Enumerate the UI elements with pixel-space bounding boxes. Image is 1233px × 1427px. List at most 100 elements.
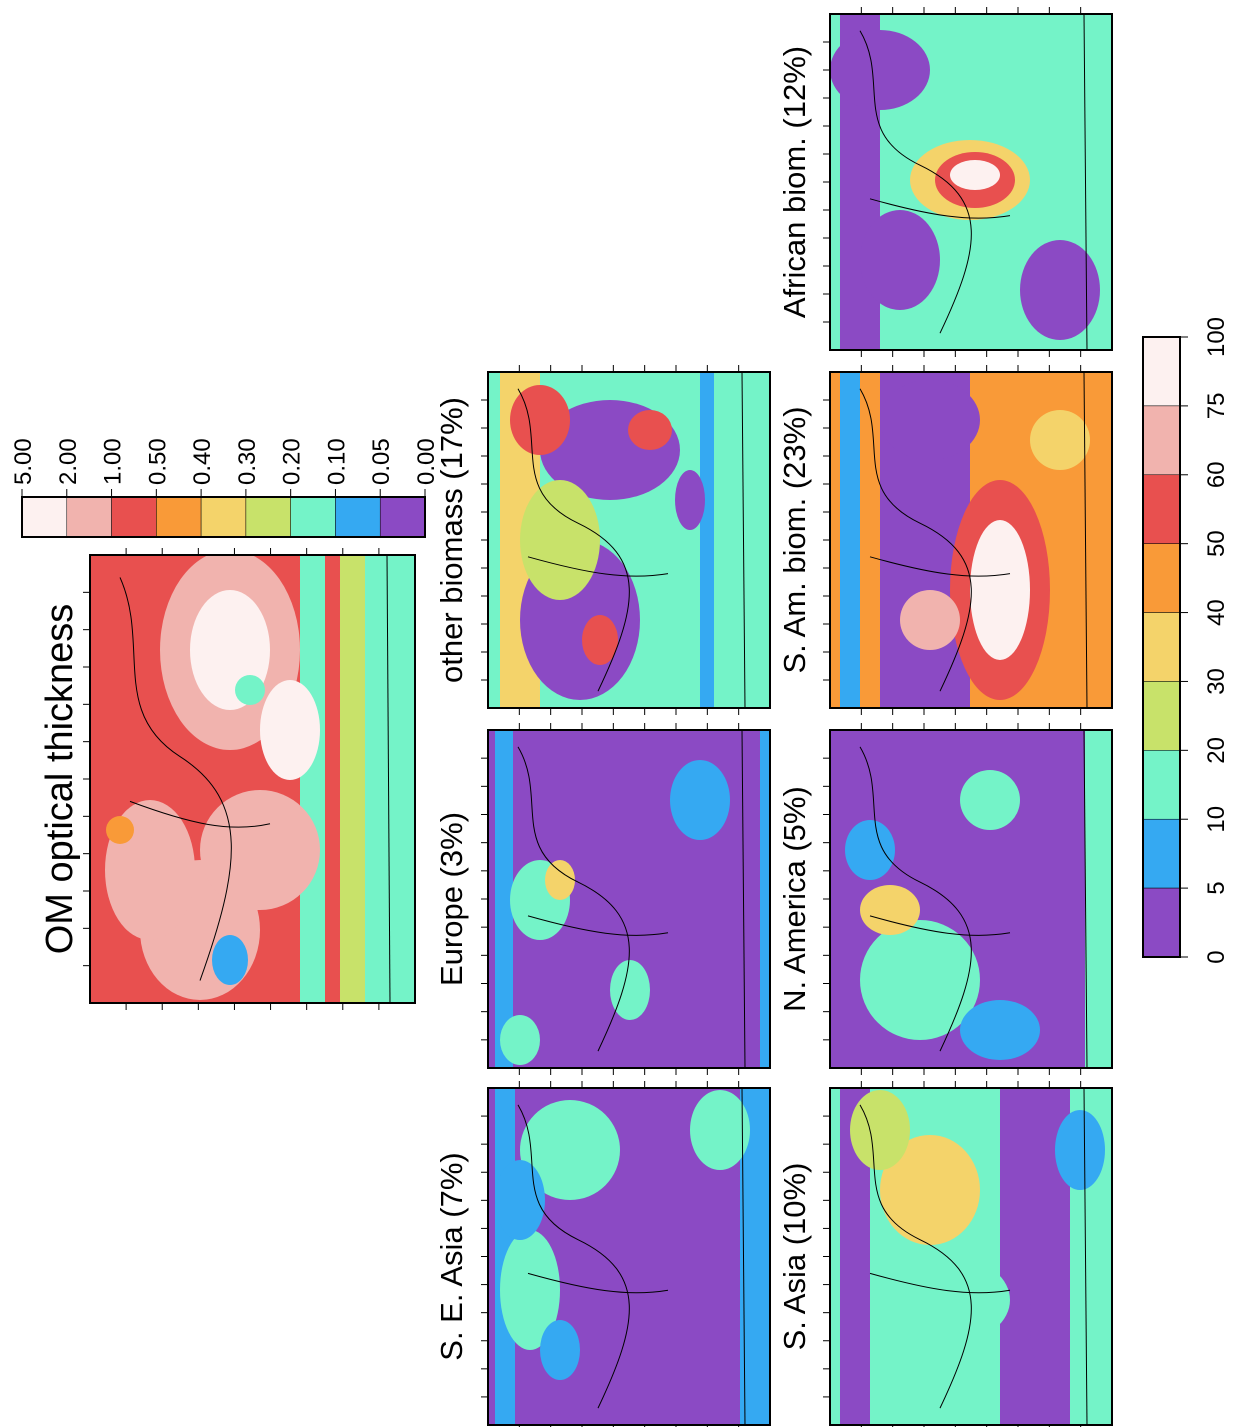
coastline [1083,372,1088,708]
panel-title: S. Asia (10%) [777,1163,812,1351]
panel-title: African biom. (12%) [777,46,812,318]
field-blob [860,920,980,1040]
field-blob [850,1090,910,1170]
map-panel: African biom. (12%) [777,7,1113,357]
colorbar-label: 5.00 [10,438,37,485]
map-field [488,372,770,708]
colorbar-label: 0.40 [189,438,216,485]
field-blob [500,1015,540,1065]
lat-band [1085,730,1112,1068]
coastline [741,1088,746,1425]
field-blob [1030,410,1090,470]
panel-title: N. America (5%) [777,786,812,1012]
panel-title: OM optical thickness [39,604,81,955]
field-blob [200,790,320,910]
coastline [517,746,630,1052]
coastline [869,1272,1011,1294]
colorbar-swatch [1142,474,1181,544]
colorbar-swatch [1142,405,1181,476]
coastline [119,577,232,981]
field-blob [970,520,1030,660]
colorbar: 5.00 2.00 1.00 0.50 0.40 0.30 0.20 0.10 0.05 0.00 [10,438,440,538]
lat-band [495,730,513,1068]
colorbar-swatch [1142,887,1181,958]
colorbar-label: 5 [1203,881,1230,894]
field-blob [106,816,134,844]
colorbar-label: 2.00 [55,438,82,485]
map-panel: N. America (5%) [777,723,1113,1075]
panel-title: Europe (3%) [434,812,469,986]
coastline [1083,1088,1088,1425]
colorbar-frame [1142,336,1181,958]
coastline [1083,14,1088,350]
field-blob [900,590,960,650]
field-blob [510,385,570,455]
colorbar-swatch [290,496,336,538]
map-panel: S. Am. biom. (23%) [777,365,1113,715]
coastline [859,388,972,692]
coastline [741,730,746,1068]
coastline [1083,730,1088,1068]
colorbar-label: 0 [1203,950,1230,963]
field-blob [520,1100,620,1200]
colorbar-label: 0.20 [279,438,306,485]
field-blob [960,1000,1040,1060]
coastline [527,556,669,577]
lat-band [760,730,770,1068]
field-blob [960,770,1020,830]
field-blob [860,885,920,935]
colorbar-label: 40 [1203,599,1230,626]
colorbar-label: 20 [1203,737,1230,764]
map-panel: other biomass (17%) [434,365,771,715]
colorbar-swatch [21,496,68,538]
map-panel: S. E. Asia (7%) [434,1081,771,1427]
coastline [869,198,1011,219]
field-blob [880,1135,980,1245]
coastline [869,915,1011,936]
field-blob [910,1260,1010,1340]
map-field [830,730,1112,1068]
coastline [859,30,972,334]
colorbar-swatch [335,496,381,538]
field-blob [860,210,940,310]
colorbar-label: 60 [1203,461,1230,488]
field-blob [950,160,1000,190]
coastline [741,372,746,708]
colorbar-swatch [200,496,247,538]
coastline [517,388,630,692]
map-field [488,730,770,1068]
field-blob [520,480,600,600]
field-blob [690,1090,750,1170]
map-field [488,1088,770,1425]
colorbar-swatch [66,496,112,538]
map-field [830,1088,1112,1425]
colorbar-label: 100 [1203,317,1230,357]
lat-band [700,372,714,708]
colorbar-label: 0.05 [368,438,395,485]
colorbar-label: 1.00 [100,438,127,485]
colorbar-swatch [1142,612,1181,682]
map-panel: OM optical thickness [39,548,416,1010]
panel-title: S. Am. biom. (23%) [777,406,812,673]
lat-band [300,555,325,1003]
field-blob [545,860,575,900]
colorbar-label: 75 [1203,393,1230,420]
coastline [517,1104,630,1409]
colorbar-label: 0.30 [234,438,261,485]
coastline [859,746,972,1052]
map-field [90,555,415,1003]
field-blob [212,935,248,985]
field-blob [260,680,320,780]
coastline [869,556,1011,577]
map-panel: S. Asia (10%) [777,1081,1113,1427]
panel-title: S. E. Asia (7%) [434,1152,469,1360]
colorbar-label: 30 [1203,668,1230,695]
field-blob [540,1320,580,1380]
lat-band [340,555,365,1003]
colorbar-swatch [1142,543,1181,613]
field-blob [495,1160,545,1240]
lat-band [840,372,860,708]
colorbar-label: 0.10 [323,438,350,485]
colorbar-swatch [111,496,157,538]
field-blob [610,960,650,1020]
